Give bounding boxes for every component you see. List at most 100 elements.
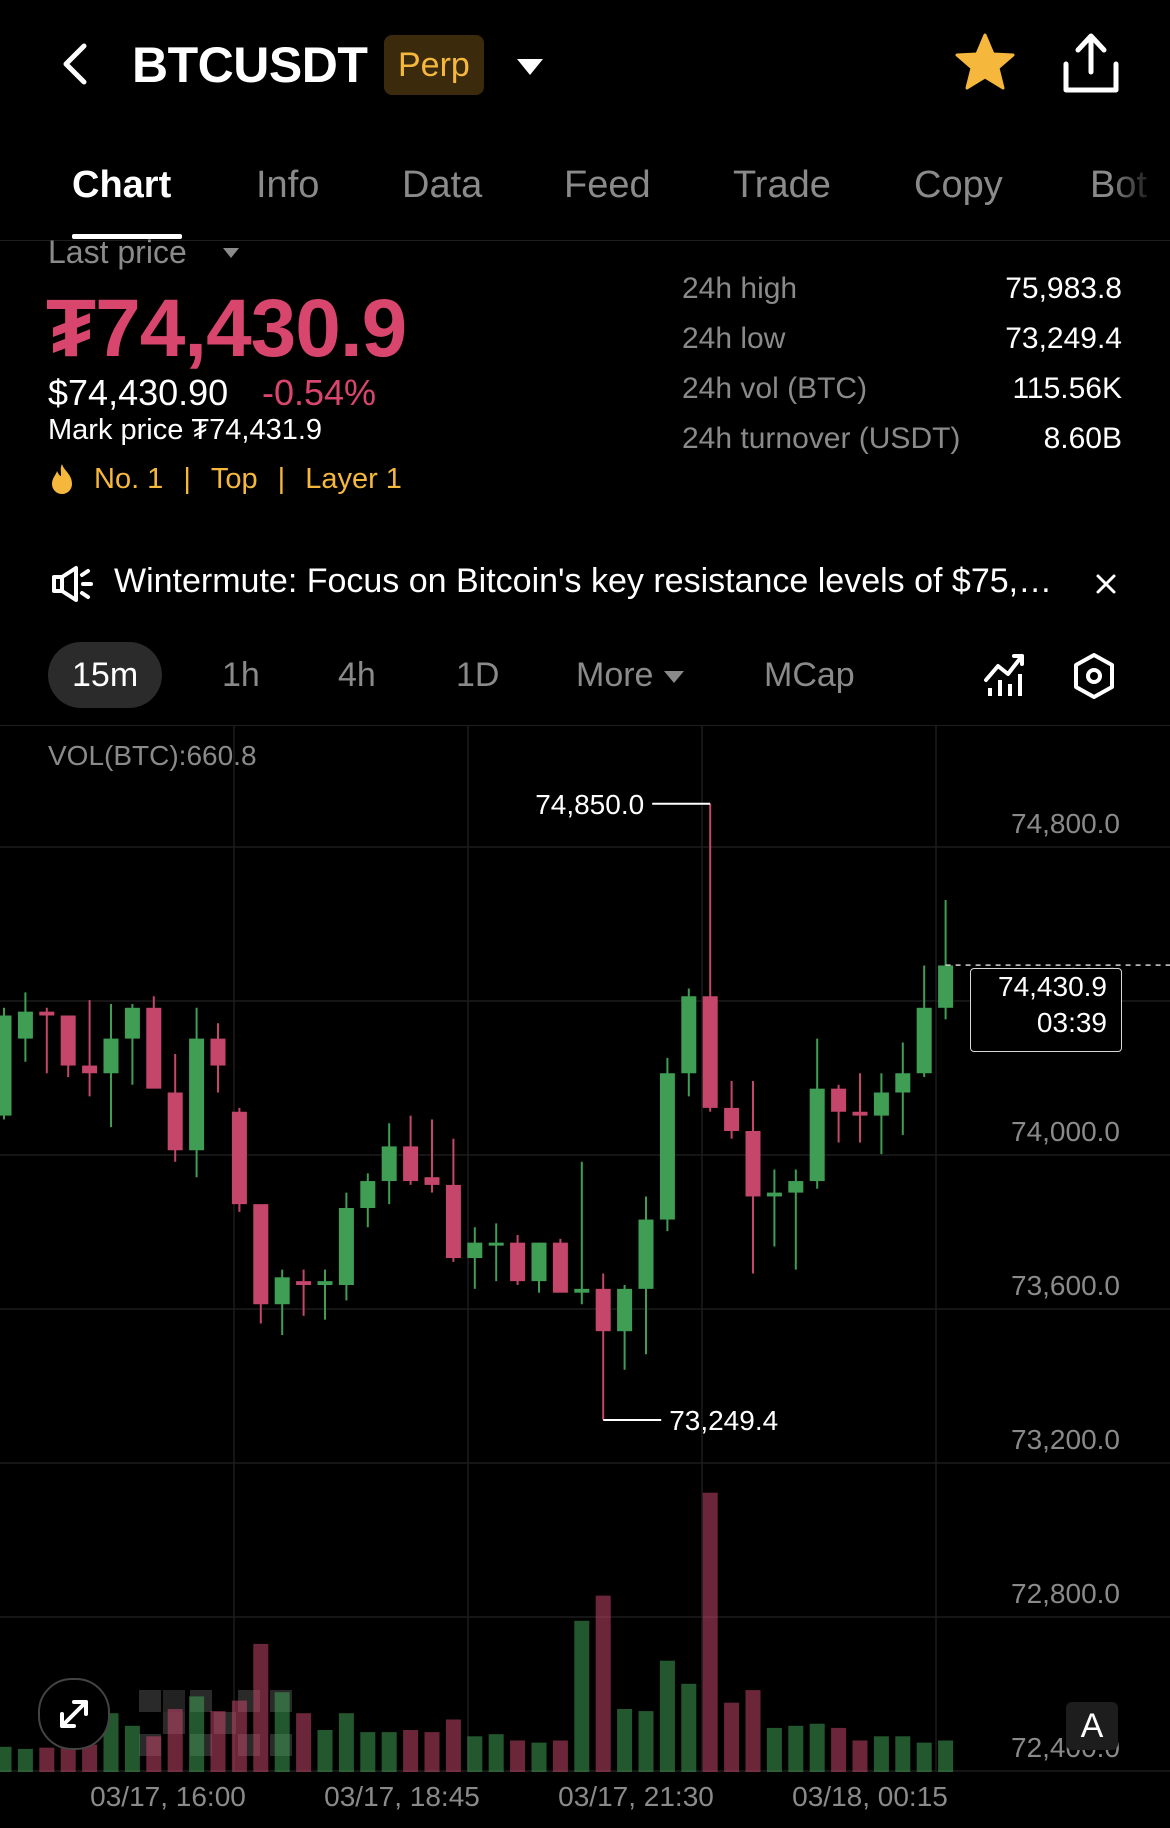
last-price-value: ₮74,430.9 bbox=[46, 283, 407, 374]
stat-row-24h-turnover: 24h turnover (USDT) 8.60B bbox=[682, 422, 1122, 472]
stat-value: 8.60B bbox=[1043, 422, 1122, 455]
volume-bar bbox=[82, 1744, 98, 1772]
volume-bar bbox=[381, 1732, 397, 1772]
interval-1d[interactable]: 1D bbox=[456, 656, 500, 694]
tab-bar: Chart Info Data Feed Trade Copy Bot bbox=[0, 150, 1170, 241]
symbol-dropdown-icon[interactable] bbox=[513, 55, 547, 79]
y-axis-label: 72,800.0 bbox=[1011, 1578, 1120, 1609]
x-axis-label: 03/17, 18:45 bbox=[324, 1781, 480, 1812]
volume-bar bbox=[17, 1748, 33, 1772]
volume-bar bbox=[617, 1709, 633, 1772]
candle-body bbox=[231, 1111, 247, 1205]
auto-scale-button[interactable]: A bbox=[1066, 1702, 1118, 1750]
volume-bar bbox=[274, 1692, 290, 1772]
volume-bar bbox=[488, 1734, 504, 1772]
candle-body bbox=[210, 1038, 226, 1066]
usd-price: $74,430.90 bbox=[48, 372, 229, 413]
back-button[interactable] bbox=[52, 38, 104, 90]
candle-body bbox=[702, 996, 718, 1108]
fullscreen-expand-icon[interactable] bbox=[38, 1678, 110, 1750]
volume-bar bbox=[253, 1643, 269, 1772]
chart-grid bbox=[0, 726, 1170, 1772]
volume-bar bbox=[317, 1730, 333, 1772]
candle-body bbox=[338, 1208, 354, 1285]
tag-layer1[interactable]: Layer 1 bbox=[305, 462, 402, 495]
volume-bar bbox=[424, 1732, 440, 1772]
interval-bar: 15m 1h 4h 1D More MCap bbox=[0, 642, 1170, 712]
volume-label: VOL(BTC):660.8 bbox=[48, 740, 257, 771]
volume-bar bbox=[210, 1711, 226, 1772]
volume-bar bbox=[852, 1740, 868, 1772]
candle-body bbox=[895, 1073, 911, 1093]
share-icon[interactable] bbox=[1060, 30, 1122, 96]
fire-icon bbox=[52, 464, 72, 495]
tab-data[interactable]: Data bbox=[402, 164, 483, 206]
volume-bar bbox=[0, 1746, 12, 1772]
candle-body bbox=[424, 1177, 440, 1185]
current-price-tag[interactable]: 74,430.9 03:39 bbox=[970, 968, 1122, 1052]
interval-mcap[interactable]: MCap bbox=[764, 656, 855, 694]
indicator-icon[interactable] bbox=[982, 650, 1030, 698]
candle-body bbox=[745, 1131, 761, 1197]
candle-body bbox=[0, 1015, 12, 1116]
candle-body bbox=[17, 1011, 33, 1039]
volume-bar bbox=[360, 1732, 376, 1772]
chevron-left-icon bbox=[63, 43, 87, 85]
volume-bar bbox=[531, 1742, 547, 1772]
tag-top[interactable]: Top bbox=[210, 462, 258, 495]
interval-4h[interactable]: 4h bbox=[338, 656, 376, 694]
volume-bar bbox=[702, 1492, 718, 1772]
volume-bar bbox=[916, 1742, 932, 1772]
stat-label: 24h high bbox=[682, 272, 798, 305]
candle-body bbox=[488, 1242, 504, 1246]
stat-value: 75,983.8 bbox=[1005, 272, 1122, 305]
candle-body bbox=[296, 1281, 312, 1285]
price-change-percent: -0.54% bbox=[262, 372, 377, 413]
y-axis-label: 73,200.0 bbox=[1011, 1424, 1120, 1455]
interval-more[interactable]: More bbox=[576, 642, 685, 708]
megaphone-icon bbox=[50, 562, 94, 606]
chart-settings-icon[interactable] bbox=[1072, 652, 1116, 700]
volume-bar bbox=[724, 1702, 740, 1772]
tab-chart[interactable]: Chart bbox=[72, 164, 172, 206]
candle-body bbox=[360, 1181, 376, 1208]
symbol-title[interactable]: BTCUSDT bbox=[132, 37, 368, 93]
tab-trade[interactable]: Trade bbox=[733, 164, 831, 206]
tag-list: No. 1 | Top | Layer 1 bbox=[48, 462, 402, 502]
volume-bar bbox=[638, 1711, 654, 1772]
close-icon[interactable] bbox=[1090, 568, 1122, 600]
candle-body bbox=[124, 1007, 140, 1039]
candle-body bbox=[938, 965, 954, 1008]
volume-bar bbox=[745, 1690, 761, 1772]
last-price-label[interactable]: Last price bbox=[48, 234, 187, 270]
stat-row-24h-high: 24h high 75,983.8 bbox=[682, 272, 1122, 322]
news-ticker[interactable]: Wintermute: Focus on Bitcoin's key resis… bbox=[114, 562, 1064, 600]
candle-body bbox=[381, 1146, 397, 1182]
candle-body bbox=[531, 1242, 547, 1282]
volume-bar bbox=[788, 1725, 804, 1772]
interval-1h[interactable]: 1h bbox=[222, 656, 260, 694]
favorite-star-icon[interactable] bbox=[952, 30, 1018, 96]
last-price-dropdown-icon[interactable] bbox=[222, 246, 240, 258]
tab-copy[interactable]: Copy bbox=[914, 164, 1003, 206]
candle-body bbox=[659, 1073, 675, 1220]
tab-feed[interactable]: Feed bbox=[564, 164, 651, 206]
tab-info[interactable]: Info bbox=[256, 164, 320, 206]
candle-body bbox=[809, 1088, 825, 1182]
stat-row-24h-vol: 24h vol (BTC) 115.56K bbox=[682, 372, 1122, 422]
interval-15m[interactable]: 15m bbox=[48, 642, 163, 708]
candle-body bbox=[766, 1192, 782, 1197]
x-axis-label: 03/17, 16:00 bbox=[90, 1781, 246, 1812]
candle-countdown: 03:39 bbox=[1036, 1007, 1107, 1038]
low-marker-label: 73,249.4 bbox=[669, 1405, 778, 1436]
candle-body bbox=[82, 1065, 98, 1074]
candle-body bbox=[574, 1288, 590, 1293]
y-axis-label: 73,600.0 bbox=[1011, 1270, 1120, 1301]
volume-bar bbox=[189, 1696, 205, 1772]
volume-bar bbox=[510, 1740, 526, 1772]
volume-bar bbox=[124, 1725, 140, 1772]
tag-no1[interactable]: No. 1 bbox=[94, 462, 164, 495]
candlestick-chart[interactable]: 74,850.073,249.4 74,800.074,400.074,000.… bbox=[0, 726, 1170, 1828]
stat-value: 115.56K bbox=[1012, 372, 1122, 405]
volume-bar bbox=[873, 1736, 889, 1772]
